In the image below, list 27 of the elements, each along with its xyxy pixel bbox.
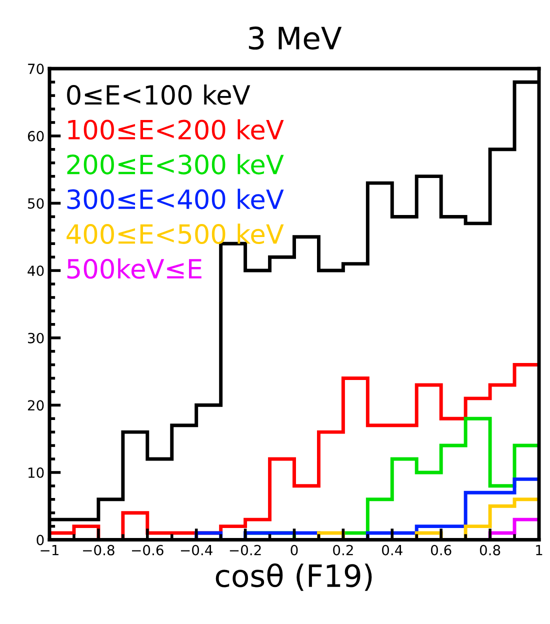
y-tick-label: 20 [28, 400, 44, 411]
y-tick-label: 10 [28, 467, 44, 478]
x-tick-label: 0.4 [382, 544, 402, 556]
x-tick-label: −0.6 [132, 544, 164, 556]
x-tick-label: −0.4 [180, 544, 212, 556]
y-tick-label: 50 [28, 198, 44, 209]
x-tick-label: 1 [536, 545, 542, 556]
text: 200≤E<300 keV [67, 154, 284, 174]
x-axis-title: cosθ (F19) [216, 563, 372, 591]
y-tick-label: 0 [36, 534, 44, 546]
x-tick-label: −0.8 [83, 544, 114, 556]
text: 400≤E<500 keV [66, 224, 284, 244]
y-tick-label: 60 [28, 130, 44, 142]
text: 300≤E<400 keV [67, 188, 284, 210]
chart-title: 3 MeV [248, 26, 342, 50]
x-tick-label: 0.6 [430, 544, 452, 556]
text: 0≤E<100 keV [67, 84, 250, 105]
text: 100≤E<200 keV [68, 119, 284, 140]
x-tick-label: −1 [40, 545, 58, 556]
y-tick-label: 70 [28, 64, 44, 74]
y-tick-label: 30 [28, 332, 44, 344]
y-tick-label: 40 [28, 266, 44, 276]
text: 500keV≤E [67, 258, 202, 279]
x-tick-label: 0 [290, 544, 298, 556]
x-tick-label: 0.8 [480, 544, 500, 556]
x-tick-label: 0.2 [333, 544, 353, 556]
x-tick-label: −0.2 [230, 544, 261, 556]
